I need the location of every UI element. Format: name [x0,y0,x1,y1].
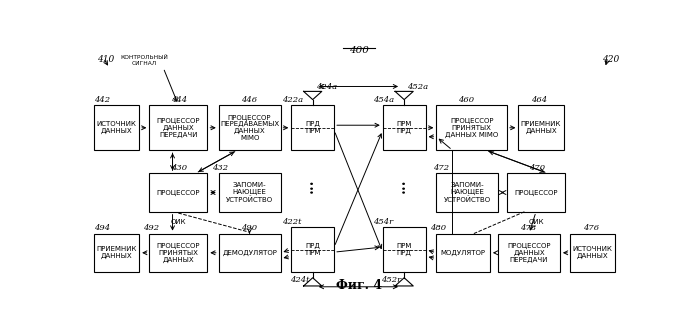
Text: 410: 410 [97,55,114,64]
Text: ПРОЦЕССОР
ПЕРЕДАВАЕМЫХ
ДАННЫХ
MIMO: ПРОЦЕССОР ПЕРЕДАВАЕМЫХ ДАННЫХ MIMO [220,115,279,141]
Text: 454r: 454r [373,218,393,226]
Text: 452a: 452a [407,83,428,91]
Text: Фиг. 4: Фиг. 4 [336,279,382,292]
Text: 452r: 452r [381,276,401,284]
Text: 424t: 424t [290,276,309,284]
FancyBboxPatch shape [218,173,281,212]
Text: ИСТОЧНИК
ДАННЫХ: ИСТОЧНИК ДАННЫХ [573,246,612,259]
FancyBboxPatch shape [570,233,615,272]
Text: 430: 430 [172,164,188,172]
FancyBboxPatch shape [436,105,507,150]
Text: 460: 460 [458,96,475,104]
Text: ОИК: ОИК [171,219,186,225]
Text: •••: ••• [400,179,409,193]
Text: ПРМ
ПРД: ПРМ ПРД [396,121,412,134]
Text: ОИК: ОИК [528,219,544,225]
Text: ПРД
ПРМ: ПРД ПРМ [305,121,321,134]
Text: 424a: 424a [316,83,337,91]
Text: МОДУЛЯТОР: МОДУЛЯТОР [440,250,486,256]
Text: 476: 476 [582,224,598,232]
Text: •••: ••• [308,179,317,193]
Text: ИСТОЧНИК
ДАННЫХ: ИСТОЧНИК ДАННЫХ [97,121,136,134]
Text: ПРД
ПРМ: ПРД ПРМ [305,243,321,256]
Text: 432: 432 [212,164,228,172]
Text: ЗАПОМИ-
НАЮЩЕЕ
УСТРОЙСТВО: ЗАПОМИ- НАЮЩЕЕ УСТРОЙСТВО [226,182,273,203]
Text: 454a: 454a [373,96,394,104]
Text: КОНТРОЛЬНЫЙ
СИГНАЛ: КОНТРОЛЬНЫЙ СИГНАЛ [120,55,168,66]
FancyBboxPatch shape [436,173,498,212]
Text: ДЕМОДУЛЯТОР: ДЕМОДУЛЯТОР [222,250,277,256]
Text: ПРОЦЕССОР
ПРИНЯТЫХ
ДАННЫХ: ПРОЦЕССОР ПРИНЯТЫХ ДАННЫХ [157,243,200,263]
FancyBboxPatch shape [218,233,281,272]
Text: ЗАПОМИ-
НАЮЩЕЕ
УСТРОЙСТВО: ЗАПОМИ- НАЮЩЕЕ УСТРОЙСТВО [444,182,491,203]
FancyBboxPatch shape [518,105,564,150]
Text: 494: 494 [94,224,110,232]
FancyBboxPatch shape [94,233,139,272]
FancyBboxPatch shape [149,105,207,150]
Text: ПРОЦЕССОР
ДАННЫХ
ПЕРЕДАЧИ: ПРОЦЕССОР ДАННЫХ ПЕРЕДАЧИ [508,243,551,263]
FancyBboxPatch shape [383,227,426,272]
Text: 422t: 422t [282,218,301,226]
Text: ПРМ
ПРД: ПРМ ПРД [396,243,412,256]
FancyBboxPatch shape [383,105,426,150]
FancyBboxPatch shape [507,173,565,212]
Text: 490: 490 [241,224,257,232]
FancyBboxPatch shape [218,105,281,150]
Text: 478: 478 [520,224,536,232]
Text: 464: 464 [531,96,547,104]
FancyBboxPatch shape [291,105,334,150]
Text: 480: 480 [430,224,446,232]
FancyBboxPatch shape [149,233,207,272]
Text: 420: 420 [601,55,619,64]
Text: ПРОЦЕССОР: ПРОЦЕССОР [514,189,558,195]
Text: 470: 470 [529,164,545,172]
FancyBboxPatch shape [291,227,334,272]
Text: 472: 472 [433,164,449,172]
FancyBboxPatch shape [498,233,560,272]
Text: 492: 492 [143,224,159,232]
Text: ПРОЦЕССОР: ПРОЦЕССОР [157,189,200,195]
Text: 400: 400 [349,46,369,55]
Text: ПРОЦЕССОР
ДАННЫХ
ПЕРЕДАЧИ: ПРОЦЕССОР ДАННЫХ ПЕРЕДАЧИ [157,118,200,138]
FancyBboxPatch shape [94,105,139,150]
Text: 422a: 422a [282,96,303,104]
Text: ПРИЕМНИК
ДАННЫХ: ПРИЕМНИК ДАННЫХ [97,246,136,259]
Text: ПРИЕМНИК
ДАННЫХ: ПРИЕМНИК ДАННЫХ [521,121,561,134]
Text: 446: 446 [241,96,257,104]
FancyBboxPatch shape [436,233,490,272]
FancyBboxPatch shape [149,173,207,212]
Text: 442: 442 [94,96,110,104]
Text: 444: 444 [172,96,188,104]
Text: ПРОЦЕССОР
ПРИНЯТЫХ
ДАННЫХ MIMO: ПРОЦЕССОР ПРИНЯТЫХ ДАННЫХ MIMO [445,118,498,138]
